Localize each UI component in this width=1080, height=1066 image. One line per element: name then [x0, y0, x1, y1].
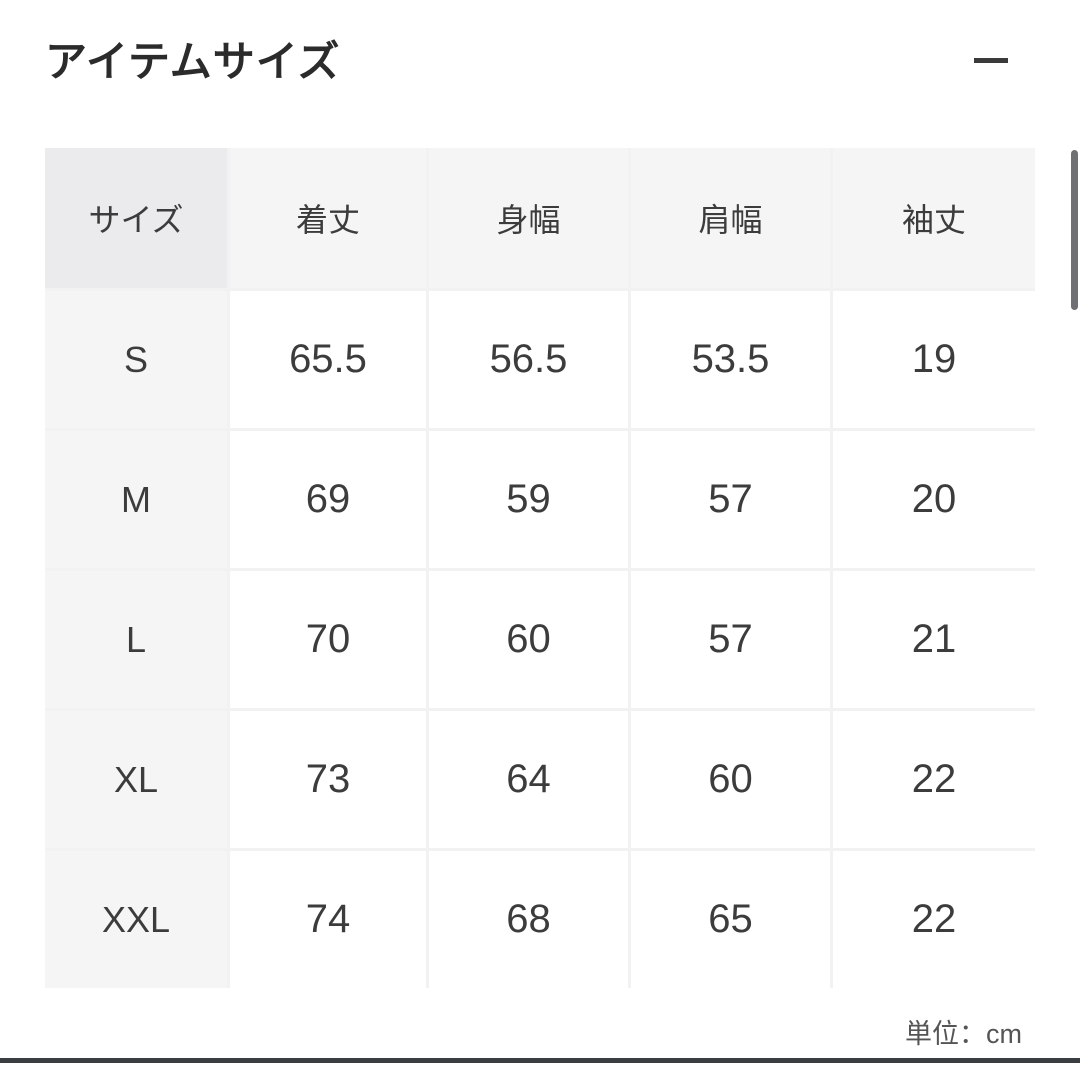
- value-cell: 57: [631, 431, 830, 568]
- column-header: 肩幅: [631, 148, 830, 288]
- value-cell: 60: [631, 711, 830, 848]
- size-cell: S: [45, 291, 227, 428]
- value-cell: 60: [429, 571, 628, 708]
- column-header: 着丈: [230, 148, 426, 288]
- value-cell: 69: [230, 431, 426, 568]
- value-cell: 53.5: [631, 291, 830, 428]
- unit-label: 単位：cm: [905, 1019, 1022, 1049]
- value-cell: 74: [230, 851, 426, 988]
- value-cell: 19: [833, 291, 1035, 428]
- value-cell: 65.5: [230, 291, 426, 428]
- size-cell: XXL: [45, 851, 227, 988]
- value-cell: 20: [833, 431, 1035, 568]
- minus-icon: [974, 57, 1008, 63]
- bottom-divider: [0, 1058, 1080, 1063]
- value-cell: 22: [833, 851, 1035, 988]
- value-cell: 68: [429, 851, 628, 988]
- value-cell: 57: [631, 571, 830, 708]
- value-cell: 73: [230, 711, 426, 848]
- column-header: サイズ: [45, 148, 227, 288]
- value-cell: 65: [631, 851, 830, 988]
- size-cell: M: [45, 431, 227, 568]
- section-title: アイテムサイズ: [45, 38, 341, 85]
- value-cell: 21: [833, 571, 1035, 708]
- column-header: 袖丈: [833, 148, 1035, 288]
- column-header: 身幅: [429, 148, 628, 288]
- value-cell: 59: [429, 431, 628, 568]
- size-cell: XL: [45, 711, 227, 848]
- size-table: サイズ 着丈 身幅 肩幅 袖丈 S 65.5 56.5 53.5 19 M 69 59 57 20 L 70 60…: [45, 148, 1035, 988]
- value-cell: 22: [833, 711, 1035, 848]
- size-cell: L: [45, 571, 227, 708]
- scrollbar-thumb[interactable]: [1071, 150, 1078, 310]
- value-cell: 70: [230, 571, 426, 708]
- collapse-button[interactable]: [958, 38, 1024, 82]
- value-cell: 64: [429, 711, 628, 848]
- value-cell: 56.5: [429, 291, 628, 428]
